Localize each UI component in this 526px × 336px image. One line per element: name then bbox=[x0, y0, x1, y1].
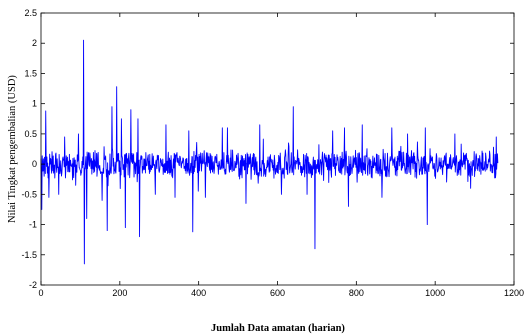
x-tick-label: 200 bbox=[112, 288, 127, 298]
x-axis-title: Jumlah Data amatan (harian) bbox=[211, 323, 345, 334]
y-tick-label: 0 bbox=[32, 159, 37, 169]
y-tick-label: -1 bbox=[29, 220, 37, 230]
x-tick-label: 400 bbox=[191, 288, 206, 298]
plot-area bbox=[40, 39, 499, 265]
y-tick-label: 0.5 bbox=[24, 129, 37, 139]
x-tick-label: 0 bbox=[38, 288, 43, 298]
axes: 0 200 400 600 800 1000 1200 -2 -1.5 -1 -0.5 0 0.5 1 1.… bbox=[21, 8, 524, 298]
y-tick-label: -1.5 bbox=[21, 250, 37, 260]
y-tick-label: 1.5 bbox=[24, 68, 37, 78]
y-tick-label: -0.5 bbox=[21, 189, 37, 199]
series-line bbox=[40, 39, 499, 265]
x-tick-label: 600 bbox=[270, 288, 285, 298]
x-tick-label: 800 bbox=[349, 288, 364, 298]
y-tick-label: 1 bbox=[32, 99, 37, 109]
y-tick-label: 2.5 bbox=[24, 8, 37, 18]
y-tick-label: -2 bbox=[29, 280, 37, 290]
x-tick-label: 1200 bbox=[504, 288, 524, 298]
x-tick-label: 1000 bbox=[425, 288, 445, 298]
y-axis-title: Nilai Tingkat pengembalian (USD) bbox=[7, 75, 18, 223]
y-tick-label: 2 bbox=[32, 38, 37, 48]
